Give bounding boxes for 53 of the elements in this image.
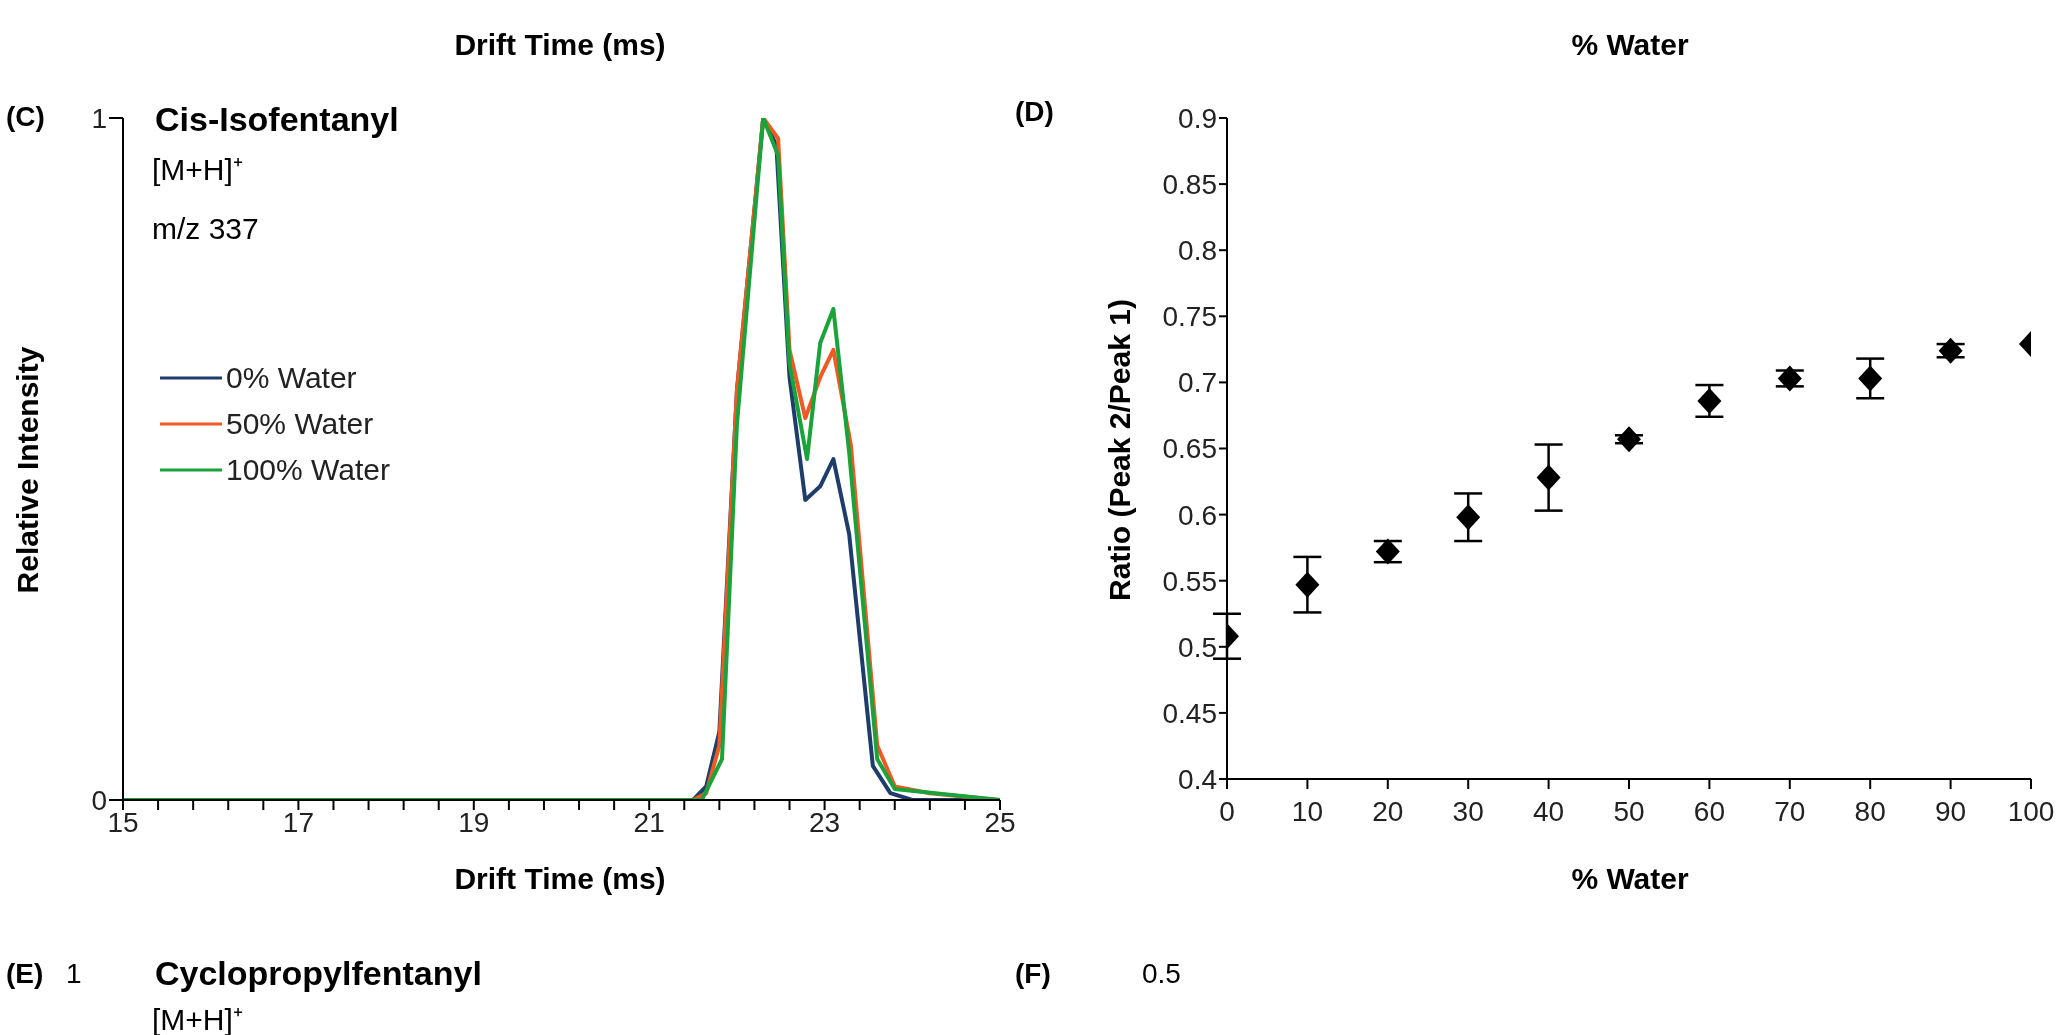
chart-title: Cis-Isofentanyl xyxy=(155,100,399,139)
x-tick-label: 60 xyxy=(1693,795,1725,827)
x-tick-label: 21 xyxy=(633,806,665,838)
legend-label: 100% Water xyxy=(226,453,390,487)
x-tick-label: 10 xyxy=(1291,795,1323,827)
y-tick-label: 0.8 xyxy=(1178,235,1217,267)
x-tick-label: 23 xyxy=(809,806,841,838)
y-tick-label: 0.7 xyxy=(1178,367,1217,399)
legend-label: 50% Water xyxy=(226,407,374,441)
y-tick-label: 0.45 xyxy=(1162,697,1217,729)
text: (F) xyxy=(1015,958,1051,990)
text: (D) xyxy=(1015,96,1054,128)
x-tick-label: 40 xyxy=(1533,795,1565,827)
x-tick-label: 15 xyxy=(107,806,139,838)
point xyxy=(1617,426,1641,453)
y-axis-title: Ratio (Peak 2/Peak 1) xyxy=(1103,299,1137,601)
point xyxy=(1858,365,1883,392)
x-tick-label: 30 xyxy=(1452,795,1484,827)
y-tick-label: 0.75 xyxy=(1162,301,1217,333)
text: % Water xyxy=(1571,28,1689,62)
y-tick-label: 0.85 xyxy=(1162,169,1217,201)
y-tick-label: 0.4 xyxy=(1178,763,1217,795)
x-tick-label: 25 xyxy=(984,806,1016,838)
annotation: [M+H]⁺ xyxy=(152,152,243,188)
text: Cyclopropylfentanyl xyxy=(155,954,482,993)
point xyxy=(1777,365,1802,392)
y-tick-label: 0.65 xyxy=(1162,433,1217,465)
y-tick-label: 0.55 xyxy=(1162,565,1217,597)
text: 0.5 xyxy=(1142,958,1181,990)
point xyxy=(1456,504,1481,531)
x-tick-label: 50 xyxy=(1613,795,1645,827)
legend-label: 0% Water xyxy=(226,361,357,395)
y-tick-label: 0.5 xyxy=(1178,631,1217,663)
text: 1 xyxy=(66,958,82,990)
text: (E) xyxy=(6,958,44,990)
x-tick-label: 20 xyxy=(1372,795,1404,827)
point xyxy=(1938,337,1963,364)
y-tick-label: 0.9 xyxy=(1178,102,1217,134)
x-axis-title: % Water xyxy=(1571,862,1689,896)
x-tick-label: 19 xyxy=(458,806,490,838)
x-axis-title: Drift Time (ms) xyxy=(454,862,666,896)
y-axis-title: Relative Intensity xyxy=(11,346,45,594)
point xyxy=(1536,464,1561,491)
x-tick-label: 100 xyxy=(2007,795,2055,827)
point xyxy=(1295,571,1320,598)
y-tick-label: 0.6 xyxy=(1178,499,1217,531)
x-tick-label: 17 xyxy=(282,806,314,838)
text: (C) xyxy=(6,101,45,133)
x-tick-label: 80 xyxy=(1854,795,1886,827)
annotation: m/z 337 xyxy=(152,212,259,246)
x-tick-label: 70 xyxy=(1774,795,1806,827)
text: Drift Time (ms) xyxy=(454,28,666,62)
x-tick-label: 90 xyxy=(1935,795,1967,827)
